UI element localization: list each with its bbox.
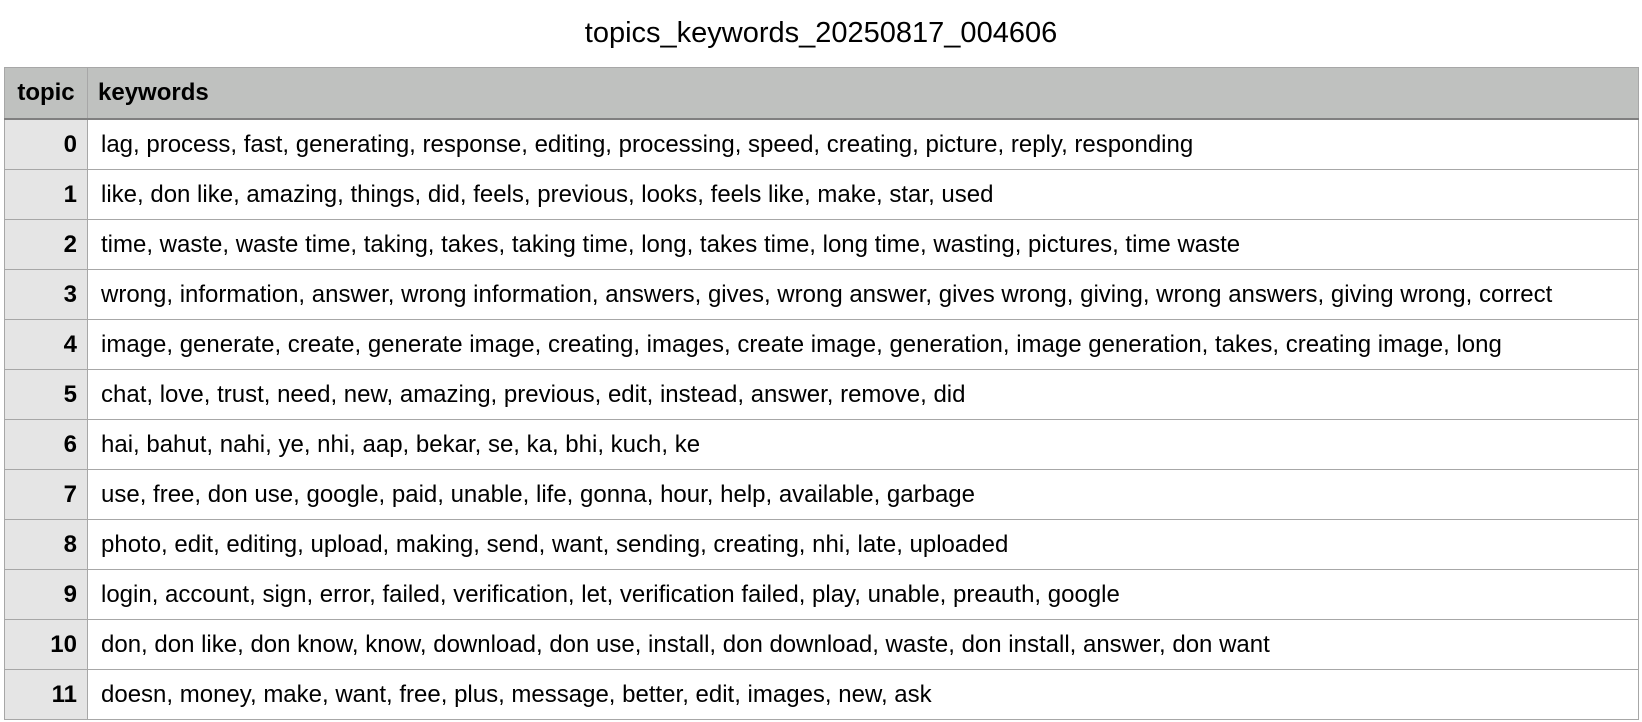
table-row: 7 use, free, don use, google, paid, unab…: [4, 469, 1639, 520]
table-row: 1 like, don like, amazing, things, did, …: [4, 169, 1639, 220]
topic-cell[interactable]: 1: [4, 169, 88, 220]
topic-cell[interactable]: 0: [4, 118, 88, 170]
topic-cell[interactable]: 11: [4, 669, 88, 720]
keywords-cell[interactable]: login, account, sign, error, failed, ver…: [87, 569, 1639, 620]
keywords-cell[interactable]: use, free, don use, google, paid, unable…: [87, 469, 1639, 520]
table-row: 9 login, account, sign, error, failed, v…: [4, 569, 1639, 620]
keywords-cell[interactable]: doesn, money, make, want, free, plus, me…: [87, 669, 1639, 720]
table-row: 4 image, generate, create, generate imag…: [4, 319, 1639, 370]
keywords-cell[interactable]: chat, love, trust, need, new, amazing, p…: [87, 369, 1639, 420]
table-row: 10 don, don like, don know, know, downlo…: [4, 619, 1639, 670]
keywords-cell[interactable]: hai, bahut, nahi, ye, nhi, aap, bekar, s…: [87, 419, 1639, 470]
keywords-cell[interactable]: photo, edit, editing, upload, making, se…: [87, 519, 1639, 570]
column-header-topic[interactable]: topic: [4, 67, 88, 120]
topic-cell[interactable]: 5: [4, 369, 88, 420]
topic-cell[interactable]: 10: [4, 619, 88, 670]
topic-cell[interactable]: 6: [4, 419, 88, 470]
table-row: 0 lag, process, fast, generating, respon…: [4, 118, 1639, 170]
header-row: topic keywords: [4, 67, 1639, 120]
topics-table: topic keywords 0 lag, process, fast, gen…: [4, 67, 1639, 720]
keywords-cell[interactable]: time, waste, waste time, taking, takes, …: [87, 219, 1639, 270]
topic-cell[interactable]: 9: [4, 569, 88, 620]
topic-cell[interactable]: 4: [4, 319, 88, 370]
topic-cell[interactable]: 3: [4, 269, 88, 320]
topic-cell[interactable]: 7: [4, 469, 88, 520]
topic-cell[interactable]: 2: [4, 219, 88, 270]
keywords-cell[interactable]: don, don like, don know, know, download,…: [87, 619, 1639, 670]
table-row: 8 photo, edit, editing, upload, making, …: [4, 519, 1639, 570]
table-row: 5 chat, love, trust, need, new, amazing,…: [4, 369, 1639, 420]
table-row: 2 time, waste, waste time, taking, takes…: [4, 219, 1639, 270]
keywords-cell[interactable]: image, generate, create, generate image,…: [87, 319, 1639, 370]
column-header-keywords[interactable]: keywords: [87, 67, 1639, 120]
table-row: 3 wrong, information, answer, wrong info…: [4, 269, 1639, 320]
page-title: topics_keywords_20250817_004606: [584, 17, 1058, 49]
table-row: 6 hai, bahut, nahi, ye, nhi, aap, bekar,…: [4, 419, 1639, 470]
keywords-cell[interactable]: wrong, information, answer, wrong inform…: [87, 269, 1639, 320]
keywords-cell[interactable]: lag, process, fast, generating, response…: [87, 118, 1639, 170]
table-row: 11 doesn, money, make, want, free, plus,…: [4, 669, 1639, 720]
keywords-cell[interactable]: like, don like, amazing, things, did, fe…: [87, 169, 1639, 220]
topic-cell[interactable]: 8: [4, 519, 88, 570]
